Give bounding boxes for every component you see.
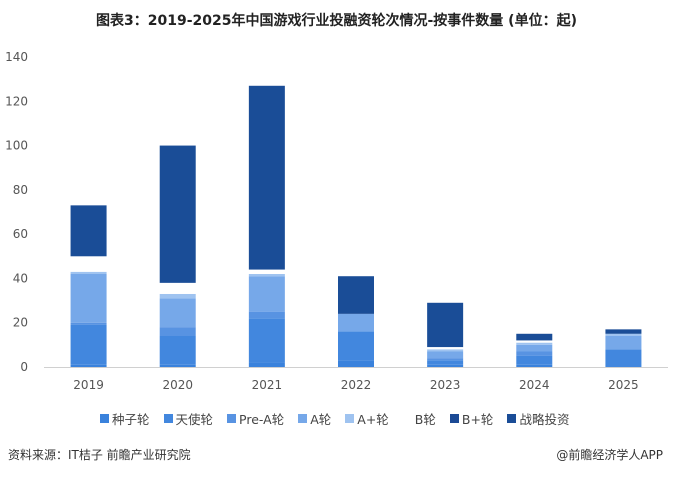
legend-item: A+轮: [345, 409, 389, 428]
bar-segment: [427, 351, 464, 359]
x-tick-label: 2023: [430, 378, 461, 392]
legend-label: Pre-A轮: [239, 412, 285, 427]
brand-credit: @前瞻经济学人APP: [556, 448, 663, 462]
bar-segment: [70, 364, 107, 367]
y-tick-label: 60: [13, 227, 28, 241]
y-tick-label: 0: [20, 360, 28, 374]
y-tick-label: 40: [13, 271, 28, 285]
legend-label: 种子轮: [112, 412, 150, 427]
bar-segment: [159, 364, 196, 367]
bar-segment: [159, 293, 196, 299]
legend-item: 战略投资: [507, 409, 569, 428]
y-tick-label: 20: [13, 316, 28, 330]
legend-label: 战略投资: [519, 412, 570, 427]
bar-segment: [70, 274, 107, 323]
bar-segment: [516, 364, 553, 367]
bar-segment: [516, 333, 553, 341]
bar-segment: [427, 364, 464, 367]
bar-segment: [248, 276, 285, 312]
y-tick-label: 120: [5, 94, 28, 108]
legend-item: B轮: [402, 409, 436, 428]
legend-swatch: [298, 414, 308, 423]
bar-segment: [159, 298, 196, 328]
x-tick-label: 2024: [519, 378, 550, 392]
bar-segment: [427, 358, 464, 361]
y-tick-label: 100: [5, 139, 28, 153]
legend-swatch: [507, 414, 517, 423]
legend-swatch: [345, 414, 355, 423]
legend-label: 天使轮: [175, 412, 214, 427]
bar-segment: [70, 271, 107, 274]
chart-title: 图表3：2019-2025年中国游戏行业投融资轮次情况-按事件数量 (单位：起): [96, 13, 577, 29]
legend-label: B+轮: [461, 412, 494, 427]
y-tick-label: 80: [13, 183, 28, 197]
bar-segment: [427, 349, 464, 352]
bar-segment: [70, 324, 107, 365]
bar-segment: [338, 360, 374, 367]
legend-item: Pre-A轮: [227, 409, 284, 428]
legend: 种子轮 天使轮 Pre-A轮 A轮 A+轮 B轮 B+轮 战略投资: [100, 409, 569, 428]
legend-swatch: [100, 414, 109, 423]
bar-segment: [70, 322, 107, 325]
bar-segment: [516, 351, 553, 356]
legend-item: 天使轮: [163, 409, 214, 428]
bar-segment: [516, 342, 553, 345]
bar-segment: [427, 360, 464, 365]
bar-segment: [516, 340, 553, 343]
legend-swatch: [449, 414, 459, 423]
bar-segment: [516, 344, 553, 352]
bar-segment: [248, 269, 285, 274]
bar-segment: [70, 256, 107, 272]
bar-segment: [427, 302, 464, 348]
legend-item: B+轮: [449, 409, 494, 428]
legend-item: A轮: [298, 409, 331, 428]
bar-segment: [516, 355, 553, 365]
bar-segment: [605, 329, 642, 334]
bar-segment: [159, 145, 196, 283]
bar-segment: [248, 318, 285, 363]
source-note: 资料来源：IT桔子 前瞻产业研究院: [8, 448, 191, 462]
legend-item: 种子轮: [100, 409, 150, 428]
bar-segment: [605, 336, 642, 350]
x-tick-label: 2020: [162, 378, 193, 392]
legend-swatch: [163, 414, 173, 423]
y-tick-label: 140: [5, 50, 28, 64]
bar-segment: [159, 336, 196, 365]
x-tick-label: 2021: [252, 378, 283, 392]
bar-segment: [248, 311, 285, 319]
bar-segment: [338, 276, 374, 314]
x-tick-label: 2025: [608, 378, 639, 392]
x-tick-label: 2019: [73, 378, 104, 392]
bar-segment: [605, 349, 642, 367]
bar-segment: [338, 313, 374, 332]
bar-segment: [70, 205, 107, 257]
legend-label: A轮: [310, 412, 332, 427]
legend-swatch: [402, 414, 412, 423]
bar-segment: [248, 362, 285, 367]
legend-label: B轮: [414, 412, 436, 427]
bar-segment: [427, 347, 464, 350]
bar-segment: [159, 282, 196, 294]
bar-segment: [248, 274, 285, 277]
bar-segment: [248, 85, 285, 270]
legend-swatch: [227, 414, 237, 423]
bar-segment: [159, 327, 196, 336]
bar-segment: [338, 331, 374, 361]
x-tick-label: 2022: [341, 378, 372, 392]
bar-segment: [605, 333, 642, 336]
legend-label: A+轮: [357, 412, 389, 427]
